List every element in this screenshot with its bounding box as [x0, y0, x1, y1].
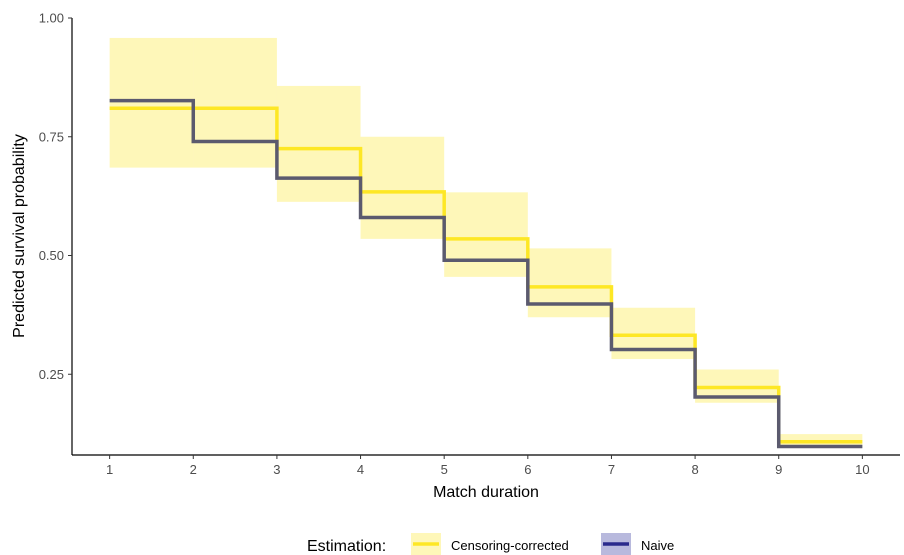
x-tick-label: 9	[775, 462, 782, 477]
x-axis-title: Match duration	[433, 484, 539, 501]
x-tick-label: 2	[190, 462, 197, 477]
axes	[71, 18, 900, 456]
x-tick-label: 5	[441, 462, 448, 477]
y-axis-title: Predicted survival probability	[11, 134, 28, 338]
band-censoring-corrected-4	[360, 136, 445, 239]
series-lines	[109, 98, 863, 449]
x-tick-label: 10	[855, 462, 869, 477]
line-censoring-corrected	[109, 106, 863, 444]
band-censoring-corrected-7	[611, 307, 696, 360]
y-tick-label: 1.00	[39, 11, 64, 26]
x-tick-label: 8	[691, 462, 698, 477]
band-censoring-corrected-6	[527, 248, 612, 318]
y-tick-label: 0.50	[39, 248, 64, 263]
legend-label-naive: Naive	[641, 538, 674, 553]
band-censoring-corrected-1	[109, 37, 194, 168]
x-tick-label: 7	[608, 462, 615, 477]
band-censoring-corrected-5	[444, 192, 528, 277]
y-ticks: 0.25 0.50 0.75 1.00	[39, 11, 72, 382]
x-tick-label: 3	[273, 462, 280, 477]
y-tick-label: 0.25	[39, 367, 64, 382]
x-ticks: 1 2 3 4 5 6 7 8 9 10	[106, 455, 870, 477]
x-tick-label: 1	[106, 462, 113, 477]
legend-entry-naive: Naive	[601, 533, 674, 555]
legend: Estimation: Censoring-corrected Naive	[307, 533, 674, 555]
legend-title: Estimation:	[307, 538, 386, 555]
line-naive	[109, 98, 863, 449]
band-censoring-corrected-3	[276, 85, 361, 202]
band-censoring-corrected-2	[193, 37, 277, 168]
legend-entry-censoring-corrected: Censoring-corrected	[411, 533, 569, 555]
legend-label-censoring-corrected: Censoring-corrected	[451, 538, 569, 553]
x-tick-label: 4	[357, 462, 364, 477]
y-tick-label: 0.75	[39, 129, 64, 144]
x-tick-label: 6	[524, 462, 531, 477]
